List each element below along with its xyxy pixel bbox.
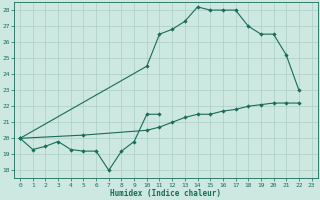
X-axis label: Humidex (Indice chaleur): Humidex (Indice chaleur) xyxy=(110,189,221,198)
